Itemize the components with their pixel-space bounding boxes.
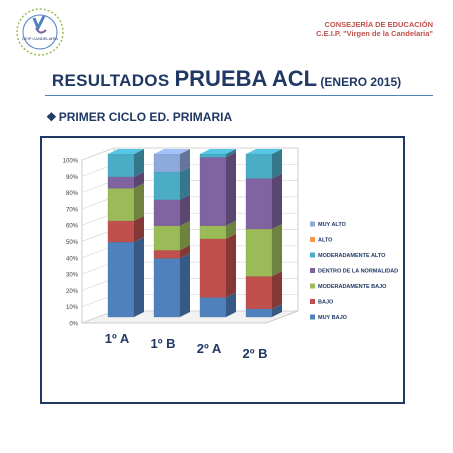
bar-segment-side	[180, 149, 190, 172]
legend-swatch	[310, 252, 315, 258]
bar-segment	[153, 258, 181, 318]
legend-swatch	[310, 314, 315, 320]
bar-segment	[153, 171, 181, 200]
legend-swatch	[310, 237, 315, 242]
y-tick-label: 30%	[66, 273, 79, 279]
svg-text:CEIP CANDELARIA: CEIP CANDELARIA	[22, 36, 58, 41]
y-tick-label: 0%	[69, 322, 78, 328]
x-category-label: 1º B	[151, 336, 176, 351]
legend-swatch	[310, 221, 315, 227]
x-category-label: 2º A	[197, 341, 222, 356]
bullet-icon: ❖	[46, 110, 57, 124]
bar-segment	[199, 225, 227, 239]
legend-swatch	[310, 283, 315, 289]
bar-segment-side	[180, 166, 190, 200]
bar-top	[154, 149, 190, 154]
x-category-label: 1º A	[105, 331, 130, 346]
bar-segment-side	[134, 215, 144, 243]
bar-segment	[199, 157, 227, 226]
title-part-3: (ENERO 2015)	[317, 75, 402, 89]
bar-segment	[245, 228, 273, 277]
page-title: RESULTADOS PRUEBA ACL (ENERO 2015)	[0, 66, 453, 92]
title-part-1: RESULTADOS	[51, 71, 175, 90]
y-tick-label: 90%	[66, 175, 79, 181]
bar-segment-side	[272, 271, 282, 309]
bar-segment-side	[180, 245, 190, 259]
bar-segment	[107, 241, 135, 318]
stacked-bar-chart: 0% 10% 20% 30% 40% 50% 60% 70% 80% 90% 100% 1º A 1º …	[63, 147, 398, 361]
org-line-1: CONSEJERÍA DE EDUCACIÓN	[324, 20, 434, 29]
bar-segment-side	[180, 220, 190, 251]
y-tick-label: 60%	[66, 224, 79, 230]
legend-label: BAJO	[318, 300, 334, 306]
bar-top	[108, 149, 144, 154]
y-tick-label: 80%	[66, 191, 79, 197]
bar-segment-side	[226, 149, 236, 158]
org-header: CONSEJERÍA DE EDUCACIÓN C.E.I.P. "Virgen…	[316, 20, 433, 38]
bar-segment-side	[272, 303, 282, 317]
bar-segment	[245, 276, 273, 309]
bar-segment	[245, 178, 273, 230]
legend-label: MODERADAMENTE ALTO	[318, 253, 386, 259]
legend-label: DENTRO DE LA NORMALIDAD	[318, 269, 398, 275]
bar-segment	[153, 225, 181, 251]
gridline	[81, 147, 298, 161]
bar-segment-side	[134, 183, 144, 221]
y-tick-label: 20%	[66, 289, 79, 295]
x-category-label: 2º B	[243, 346, 268, 361]
legend-swatch	[310, 268, 315, 273]
bar-segment	[245, 308, 273, 318]
bar-top	[200, 149, 236, 154]
y-tick-label: 100%	[63, 159, 79, 165]
bar-segment-side	[226, 152, 236, 226]
bar-segment-side	[134, 149, 144, 177]
legend-label: MUY ALTO	[318, 222, 347, 228]
bar-segment	[107, 176, 135, 189]
bar-segment	[199, 238, 227, 298]
bar-segment	[107, 188, 135, 221]
bar-segment-side	[180, 194, 190, 226]
bar-segment-side	[134, 171, 144, 189]
title-divider	[45, 95, 433, 96]
chart-frame: 0% 10% 20% 30% 40% 50% 60% 70% 80% 90% 100% 1º A 1º …	[40, 136, 405, 404]
bar-segment-side	[134, 237, 144, 317]
bar-segment-side	[180, 253, 190, 317]
y-tick-label: 10%	[66, 305, 79, 311]
bar-segment-side	[272, 149, 282, 179]
bar-segment	[153, 199, 181, 226]
bar-segment-side	[272, 223, 282, 277]
school-logo: CEIP CANDELARIA	[14, 6, 66, 58]
bar-top	[246, 149, 282, 154]
bar-segment-side	[226, 220, 236, 239]
bar-segment-side	[272, 173, 282, 229]
title-part-2: PRUEBA ACL	[174, 66, 318, 91]
subtitle-text: PRIMER CICLO ED. PRIMARIA	[58, 110, 233, 124]
y-tick-label: 50%	[66, 240, 79, 246]
legend-label: MUY BAJO	[318, 315, 348, 321]
bar-segment-side	[226, 292, 236, 317]
bar-segment	[245, 153, 273, 179]
bar-segment	[199, 297, 227, 318]
y-tick-label: 70%	[66, 207, 79, 213]
bar-segment	[153, 250, 181, 259]
bar-segment	[199, 153, 227, 158]
legend-swatch	[310, 299, 315, 304]
bar-segment	[107, 220, 135, 243]
bar-segment-side	[226, 233, 236, 298]
legend-label: MODERADAMENTE BAJO	[318, 284, 387, 290]
bar-segment	[153, 153, 181, 173]
legend-label: ALTO	[318, 238, 333, 244]
y-tick-label: 40%	[66, 256, 79, 262]
org-line-2: C.E.I.P. "Virgen de la Candelaria"	[316, 29, 433, 38]
bar-segment	[107, 153, 135, 177]
section-subtitle: ❖ PRIMER CICLO ED. PRIMARIA	[46, 110, 232, 124]
